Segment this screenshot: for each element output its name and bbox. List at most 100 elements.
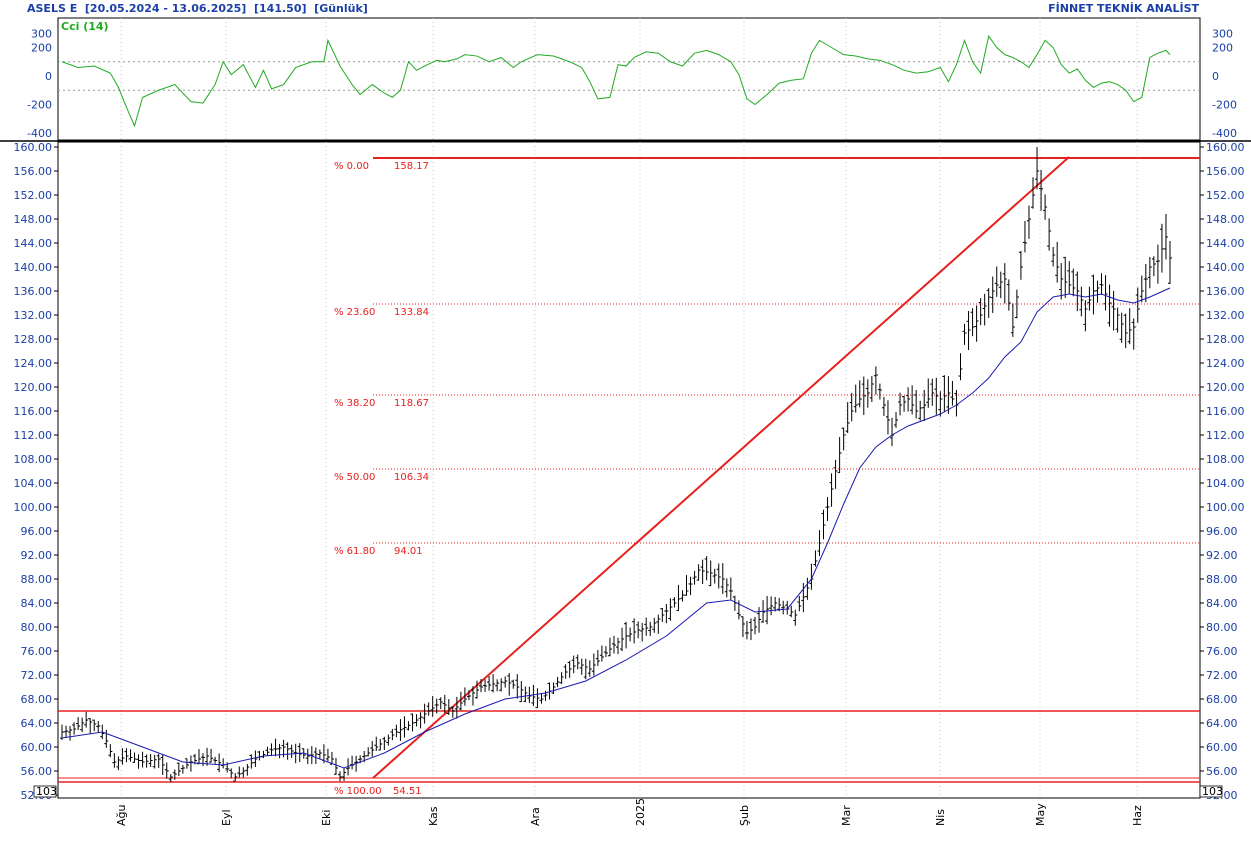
y-tick-label-left: 124.00 [14, 357, 53, 370]
y-tick-label-left: 128.00 [14, 333, 53, 346]
y-tick-label-right: 140.00 [1206, 261, 1245, 274]
chart-header-brand: FİNNET TEKNİK ANALİST [1048, 2, 1199, 15]
y-tick-label-left: 108.00 [14, 453, 53, 466]
cci-tick-label-left: -200 [27, 99, 52, 112]
y-tick-label-left: 68.00 [21, 693, 53, 706]
y-tick-label-right: 56.00 [1206, 765, 1238, 778]
y-tick-label-right: 116.00 [1206, 405, 1245, 418]
fib-percent-label: % 100.00 [334, 786, 382, 797]
y-tick-label-left: 64.00 [21, 717, 53, 730]
cci-tick-label-left: 0 [45, 70, 52, 83]
scale-note-left: 103 [36, 785, 57, 798]
y-tick-label-right: 108.00 [1206, 453, 1245, 466]
x-tick-label: Ara [529, 807, 542, 826]
cci-tick-label-right: -200 [1212, 99, 1237, 112]
y-tick-label-right: 156.00 [1206, 165, 1245, 178]
x-tick-label: Şub [738, 805, 751, 826]
y-tick-label-right: 124.00 [1206, 357, 1245, 370]
y-tick-label-right: 88.00 [1206, 573, 1238, 586]
y-tick-label-left: 136.00 [14, 285, 53, 298]
y-tick-label-right: 132.00 [1206, 309, 1245, 322]
fib-percent-label: % 38.20 [334, 398, 375, 409]
fib-percent-label: % 0.00 [334, 161, 369, 172]
scale-box-left [33, 785, 57, 798]
cci-tick-label-left: -400 [27, 127, 52, 140]
y-tick-label-right: 92.00 [1206, 549, 1238, 562]
y-tick-label-right: 160.00 [1206, 141, 1245, 154]
fib-value-label: 133.84 [394, 307, 429, 318]
cci-tick-label-right: -400 [1212, 127, 1237, 140]
x-tick-label: Ağu [115, 805, 128, 826]
cci-line [61, 34, 1171, 128]
scale-box-right [1199, 785, 1223, 798]
y-tick-label-left: 92.00 [21, 549, 53, 562]
fib-value-label: 158.17 [394, 161, 429, 172]
x-tick-label: Nis [934, 809, 947, 826]
x-tick-label: Eyl [220, 809, 233, 826]
cci-tick-label-left: 200 [31, 42, 52, 55]
y-tick-label-left: 84.00 [21, 597, 53, 610]
y-tick-label-left: 148.00 [14, 213, 53, 226]
y-tick-label-left: 156.00 [14, 165, 53, 178]
y-tick-label-left: 88.00 [21, 573, 53, 586]
y-tick-label-right: 72.00 [1206, 669, 1238, 682]
y-tick-label-left: 120.00 [14, 381, 53, 394]
y-tick-label-left: 60.00 [21, 741, 53, 754]
moving-average-line [61, 287, 1171, 769]
y-tick-label-right: 104.00 [1206, 477, 1245, 490]
fib-value-label: 106.34 [394, 472, 429, 483]
y-tick-label-left: 76.00 [21, 645, 53, 658]
y-tick-label-left: 152.00 [14, 189, 53, 202]
y-tick-label-left: 100.00 [14, 501, 53, 514]
trend-line [372, 156, 1070, 779]
price-panel-frame [57, 141, 1201, 799]
y-tick-label-left: 140.00 [14, 261, 53, 274]
y-tick-label-right: 80.00 [1206, 621, 1238, 634]
y-tick-label-right: 76.00 [1206, 645, 1238, 658]
x-tick-label: Haz [1131, 805, 1144, 826]
x-tick-label: May [1034, 803, 1047, 826]
y-tick-label-left: 160.00 [14, 141, 53, 154]
x-tick-label: Kas [427, 806, 440, 826]
fib-percent-label: % 23.60 [334, 307, 375, 318]
y-tick-label-right: 96.00 [1206, 525, 1238, 538]
x-tick-label: 2025 [634, 798, 647, 826]
cci-tick-label-left: 300 [31, 27, 52, 40]
fib-value-label: 118.67 [394, 398, 429, 409]
y-tick-label-right: 64.00 [1206, 717, 1238, 730]
y-tick-label-left: 132.00 [14, 309, 53, 322]
fib-percent-label: % 61.80 [334, 546, 375, 557]
fib-value-label: 54.51 [393, 786, 422, 797]
y-tick-label-right: 128.00 [1206, 333, 1245, 346]
indicator-panel-frame [57, 17, 1201, 141]
y-tick-label-right: 84.00 [1206, 597, 1238, 610]
chart-header-title: ASELS E [20.05.2024 - 13.06.2025] [141.5… [27, 2, 368, 15]
y-tick-label-right: 144.00 [1206, 237, 1245, 250]
y-tick-label-left: 144.00 [14, 237, 53, 250]
y-tick-label-left: 80.00 [21, 621, 53, 634]
y-tick-label-left: 72.00 [21, 669, 53, 682]
cci-tick-label-right: 0 [1212, 70, 1219, 83]
y-tick-label-right: 112.00 [1206, 429, 1245, 442]
y-tick-label-left: 116.00 [14, 405, 53, 418]
y-tick-label-right: 100.00 [1206, 501, 1245, 514]
scale-note-right: 103 [1202, 785, 1223, 798]
y-tick-label-left: 56.00 [21, 765, 53, 778]
y-tick-label-right: 120.00 [1206, 381, 1245, 394]
x-tick-label: Mar [840, 805, 853, 826]
cci-tick-label-right: 300 [1212, 27, 1233, 40]
y-tick-label-left: 104.00 [14, 477, 53, 490]
cci-label: Cci (14) [61, 20, 109, 33]
y-tick-label-right: 60.00 [1206, 741, 1238, 754]
y-tick-label-left: 112.00 [14, 429, 53, 442]
y-tick-label-right: 136.00 [1206, 285, 1245, 298]
y-tick-label-right: 68.00 [1206, 693, 1238, 706]
fib-percent-label: % 50.00 [334, 472, 375, 483]
y-tick-label-right: 152.00 [1206, 189, 1245, 202]
cci-tick-label-right: 200 [1212, 42, 1233, 55]
y-tick-label-left: 96.00 [21, 525, 53, 538]
y-tick-label-right: 148.00 [1206, 213, 1245, 226]
fib-value-label: 94.01 [394, 546, 423, 557]
